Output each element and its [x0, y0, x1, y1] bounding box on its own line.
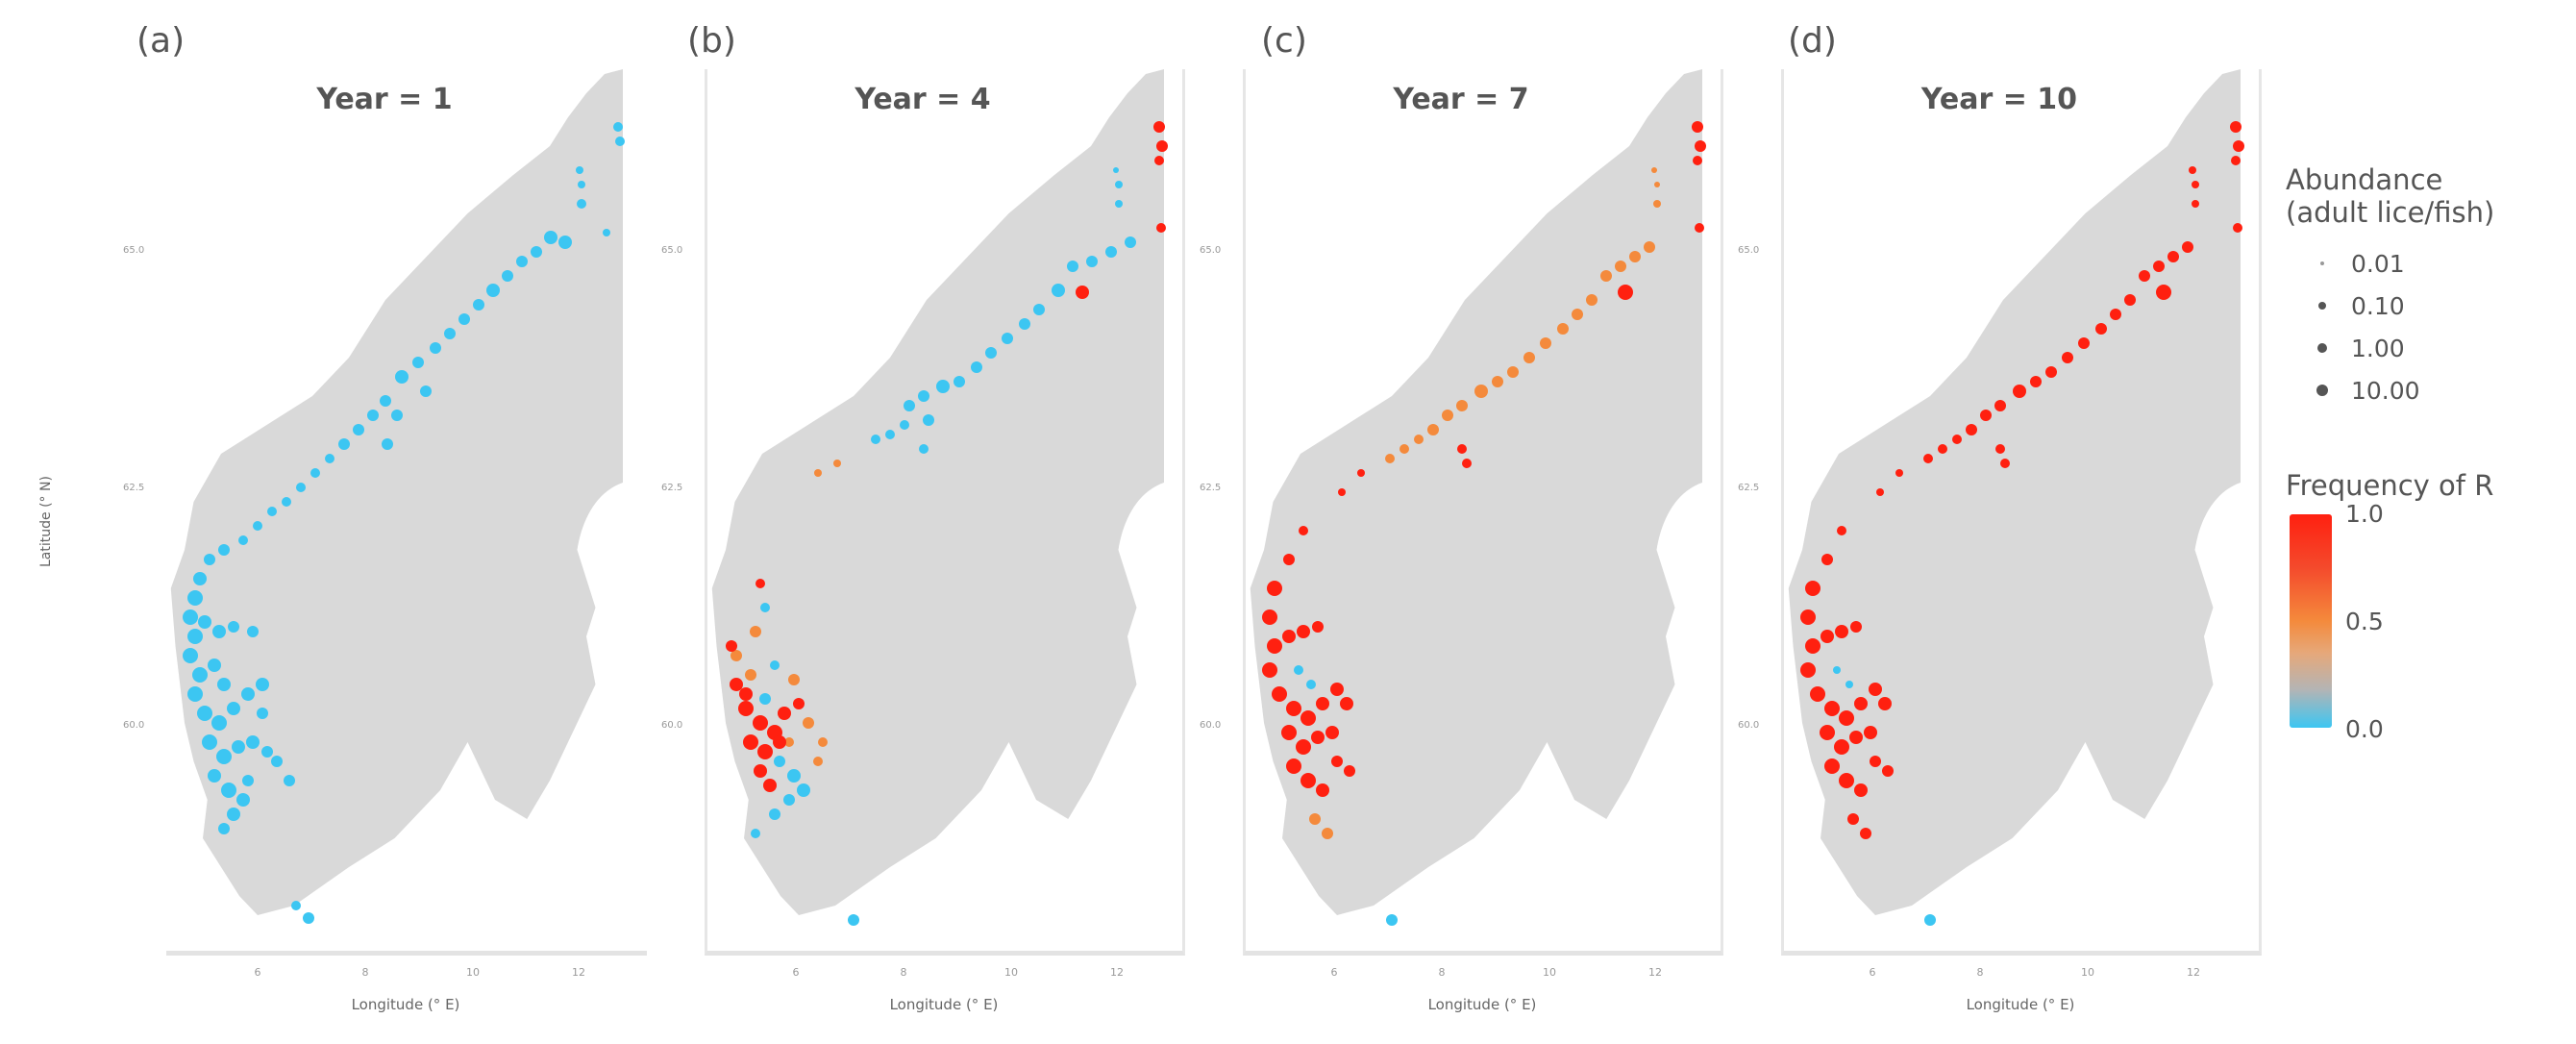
x-tick: 10: [1543, 966, 1556, 979]
panel-letter: (b): [687, 21, 736, 61]
y-axis-label: Latitude (° N): [38, 476, 54, 567]
map-norway: [1788, 69, 2244, 926]
panel-d: (d): [1615, 0, 2262, 1044]
farm-points: [1262, 121, 1706, 926]
colorbar-tick: 1.0: [2345, 500, 2384, 528]
panel-letter: (a): [136, 21, 186, 61]
plot-area: [166, 69, 647, 956]
x-tick: 10: [1004, 966, 1018, 979]
legend-item: 10.00: [2313, 369, 2574, 411]
x-tick: 8: [361, 966, 369, 979]
y-tick: 62.5: [1738, 483, 1760, 493]
y-tick: 65.0: [661, 245, 683, 256]
frequency-colorbar: [2290, 514, 2332, 728]
map-norway: [170, 69, 625, 924]
colorbar-tick: 0.5: [2345, 608, 2384, 635]
panel-letter: (d): [1788, 21, 1837, 61]
map-norway: [711, 69, 1168, 926]
farm-points: [1800, 121, 2244, 926]
legend-item: 0.01: [2313, 242, 2574, 285]
panel-title: Year = 10: [1920, 83, 2078, 116]
legend-label: 10.00: [2351, 376, 2420, 405]
y-tick: 65.0: [1200, 245, 1222, 256]
plot-area: [1781, 69, 2262, 956]
farm-points: [726, 121, 1168, 926]
x-axis-label: Longitude (° E): [889, 996, 999, 1013]
y-tick: 65.0: [123, 245, 145, 256]
x-tick: 6: [254, 966, 261, 979]
x-axis-label: Longitude (° E): [1427, 996, 1537, 1013]
y-tick: 60.0: [123, 720, 145, 731]
y-tick: 62.5: [661, 483, 683, 493]
legend-label: 1.00: [2351, 334, 2405, 362]
map-norway: [1250, 69, 1706, 926]
legend-title: Abundance: [2286, 163, 2443, 196]
x-tick: 12: [572, 966, 585, 979]
size-dot-icon: [2318, 302, 2326, 310]
x-tick: 6: [1869, 966, 1876, 979]
x-axis-label: Longitude (° E): [351, 996, 460, 1013]
y-tick: 60.0: [1738, 720, 1760, 731]
panel-b: (b): [538, 0, 1185, 1044]
abundance-legend: Abundance (adult lice/fish) 0.01 0.10 1.…: [2286, 163, 2574, 411]
x-tick: 12: [2187, 966, 2200, 979]
size-dot-icon: [2320, 261, 2324, 265]
panel-letter: (c): [1261, 21, 1307, 61]
panel-a: (a) Latitude (° N): [0, 0, 647, 1044]
x-tick: 12: [1110, 966, 1124, 979]
x-tick: 10: [466, 966, 480, 979]
y-tick: 60.0: [661, 720, 683, 731]
x-tick: 8: [1976, 966, 1984, 979]
plot-area: [705, 69, 1185, 956]
colorbar-tick: 0.0: [2345, 715, 2384, 743]
x-tick: 6: [792, 966, 800, 979]
legend-subtitle: (adult lice/fish): [2286, 196, 2495, 229]
legend-item: 1.00: [2313, 327, 2574, 369]
x-tick: 8: [1438, 966, 1446, 979]
legend-label: 0.10: [2351, 291, 2405, 320]
panel-title: Year = 4: [855, 83, 991, 116]
panel-c: (c): [1077, 0, 1723, 1044]
farm-points: [183, 122, 625, 924]
x-tick: 8: [900, 966, 907, 979]
plot-area: [1243, 69, 1723, 956]
panel-title: Year = 1: [316, 83, 453, 116]
y-tick: 62.5: [123, 483, 145, 493]
size-dot-icon: [2316, 385, 2328, 396]
y-tick: 65.0: [1738, 245, 1760, 256]
frequency-legend-title: Frequency of R: [2286, 469, 2494, 502]
x-axis-label: Longitude (° E): [1966, 996, 2075, 1013]
panel-title: Year = 7: [1393, 83, 1529, 116]
x-tick: 12: [1648, 966, 1662, 979]
legend-label: 0.01: [2351, 249, 2405, 278]
y-tick: 62.5: [1200, 483, 1222, 493]
y-tick: 60.0: [1200, 720, 1222, 731]
x-tick: 10: [2081, 966, 2094, 979]
x-tick: 6: [1330, 966, 1338, 979]
size-dot-icon: [2317, 343, 2327, 353]
legend-item: 0.10: [2313, 285, 2574, 327]
